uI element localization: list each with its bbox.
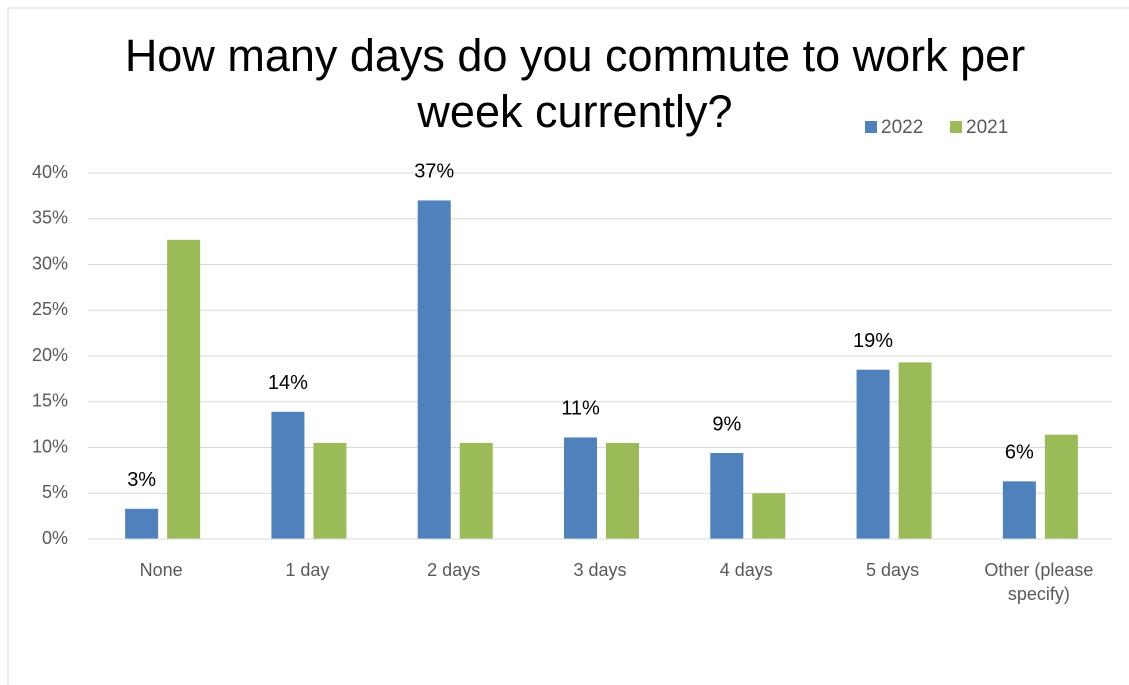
data-label: 3% [127, 469, 156, 491]
bar [459, 442, 493, 539]
y-tick-label: 30% [32, 253, 68, 273]
legend-swatch [865, 121, 877, 133]
data-label: 19% [853, 330, 893, 352]
y-tick-label: 0% [42, 528, 68, 548]
x-tick-label: 3 days [573, 560, 627, 580]
y-tick-label: 25% [32, 299, 68, 319]
legend-label: 2022 [881, 117, 923, 138]
chart-title: How many days do you commute to work per… [124, 30, 1026, 137]
bar [606, 442, 639, 539]
bar [564, 437, 597, 539]
bar [313, 442, 347, 539]
x-tick-label: 5 days [866, 560, 920, 580]
bar [271, 411, 305, 539]
x-tick-label: 4 days [719, 560, 773, 580]
x-tick-label: 2 days [427, 560, 481, 580]
y-tick-label: 40% [32, 162, 68, 182]
bar [1044, 434, 1078, 539]
legend-swatch [950, 121, 962, 133]
bar [752, 493, 786, 539]
y-tick-label: 20% [32, 345, 68, 365]
x-tick-label: 1 day [285, 560, 330, 580]
bar [710, 452, 744, 539]
x-tick-label: Other (please specify) [984, 560, 1094, 604]
data-label: 11% [561, 398, 600, 420]
bar [417, 200, 451, 539]
data-label: 37% [414, 161, 454, 183]
bar [898, 362, 932, 539]
y-tick-label: 5% [42, 482, 68, 502]
chart-border [7, 7, 1129, 685]
bar [856, 369, 890, 539]
x-tick-label: None [139, 560, 183, 580]
bar [167, 239, 201, 540]
y-tick-label: 15% [32, 391, 68, 411]
data-label: 6% [1005, 442, 1034, 464]
y-tick-label: 35% [32, 208, 68, 228]
bar [125, 508, 159, 539]
data-label: 14% [268, 372, 308, 394]
bar [1002, 481, 1036, 539]
y-tick-label: 10% [32, 436, 68, 456]
data-label: 9% [712, 413, 741, 435]
legend-label: 2021 [966, 117, 1008, 138]
